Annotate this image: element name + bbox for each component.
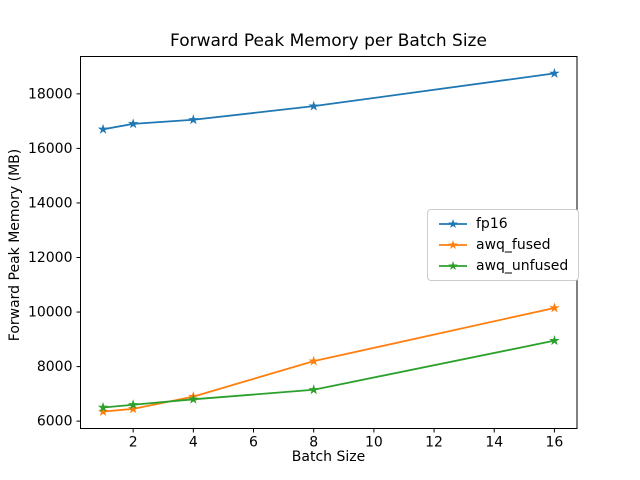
- x-tick-label: 12: [425, 435, 443, 451]
- star-icon: [448, 219, 458, 229]
- x-tick-label: 6: [249, 435, 258, 451]
- series-marker-fp16: [308, 100, 319, 111]
- series-marker-awq_fused: [97, 406, 109, 417]
- legend-marker-fp16: [439, 219, 467, 229]
- x-tick-label: 14: [485, 435, 503, 451]
- x-axis-label: Batch Size: [291, 449, 366, 465]
- star-icon: [448, 261, 458, 271]
- y-tick-label: 10000: [28, 305, 73, 321]
- series-marker-awq_unfused: [97, 402, 109, 412]
- legend-item-awq_fused: awq_fused: [438, 235, 568, 255]
- legend-label: awq_fused: [476, 237, 551, 253]
- x-tick-label: 2: [129, 435, 138, 451]
- legend-label: fp16: [476, 216, 508, 232]
- series-marker-fp16: [97, 123, 109, 134]
- y-tick-label: 6000: [37, 414, 73, 430]
- legend-item-awq_unfused: awq_unfused: [438, 256, 568, 276]
- x-tick-label: 10: [365, 435, 383, 451]
- series-marker-awq_unfused: [549, 335, 560, 346]
- x-tick-label: 4: [189, 435, 198, 451]
- series-marker-awq_fused: [308, 355, 319, 366]
- series-marker-fp16: [127, 118, 139, 129]
- y-tick-label: 12000: [28, 250, 73, 266]
- y-tick-label: 16000: [28, 141, 73, 157]
- series-marker-awq_unfused: [127, 399, 139, 410]
- legend-marker-awq_unfused: [439, 261, 467, 271]
- series-marker-awq_unfused: [188, 393, 199, 404]
- legend-item-fp16: fp16: [438, 214, 568, 234]
- star-icon: [448, 240, 458, 250]
- series-marker-fp16: [188, 114, 199, 125]
- x-tick-label: 16: [546, 435, 564, 451]
- series-marker-awq_fused: [549, 302, 560, 313]
- series-marker-fp16: [549, 67, 560, 78]
- legend-label: awq_unfused: [476, 258, 569, 274]
- series-marker-awq_fused: [127, 403, 139, 414]
- y-tick-label: 14000: [28, 195, 73, 211]
- x-tick-label: 8: [309, 435, 318, 451]
- legend: fp16 awq_fused awq_unfused: [427, 209, 580, 281]
- legend-marker-awq_fused: [439, 240, 467, 250]
- series-marker-awq_unfused: [308, 384, 319, 395]
- y-axis-label-text: Forward Peak Memory (MB): [7, 148, 23, 342]
- series-line-awq_fused: [102, 307, 555, 413]
- y-tick-label: 8000: [37, 359, 73, 375]
- chart-title: Forward Peak Memory per Batch Size: [170, 31, 487, 51]
- y-tick-label: 18000: [28, 86, 73, 102]
- series-line-fp16: [102, 72, 555, 131]
- series-line-awq_unfused: [102, 339, 555, 409]
